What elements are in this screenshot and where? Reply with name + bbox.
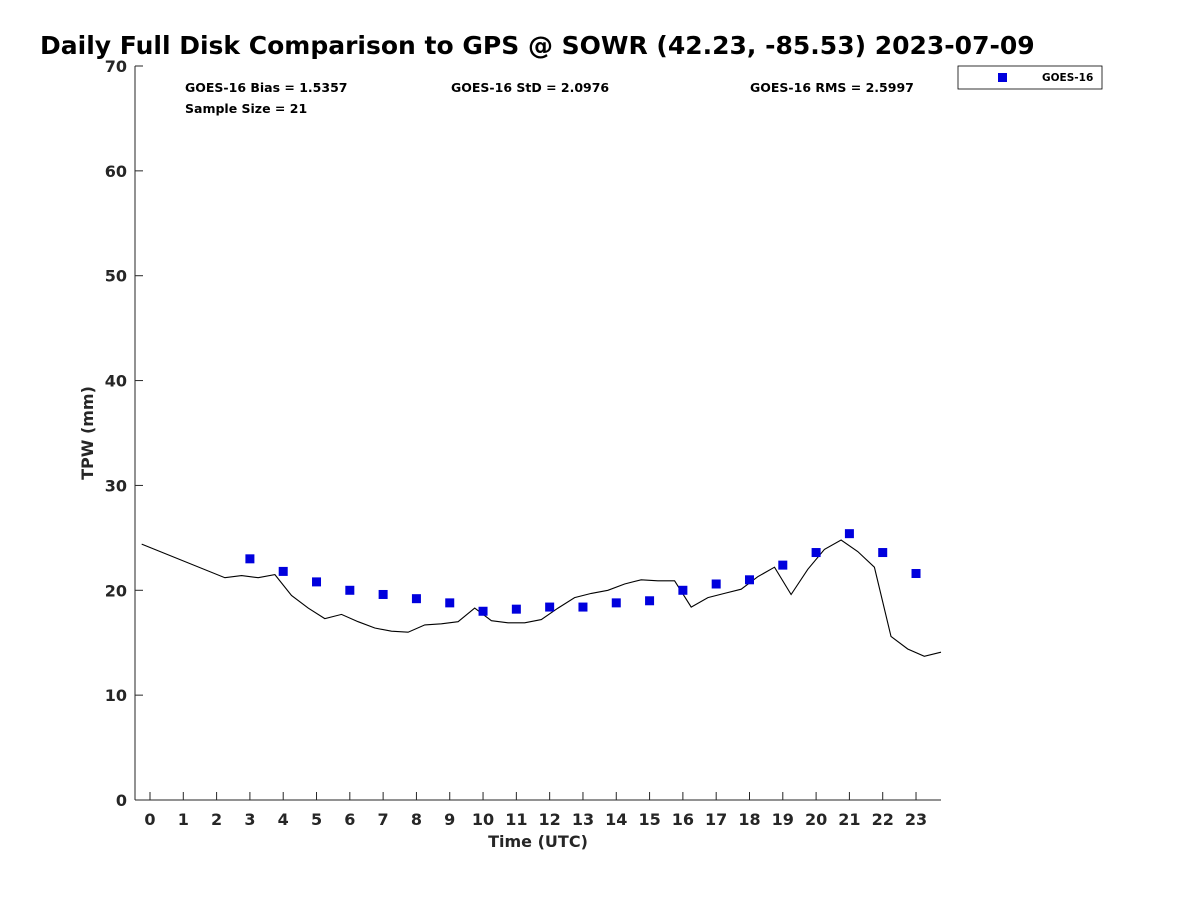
x-tick-label: 23 <box>905 810 927 829</box>
x-tick-label: 21 <box>838 810 860 829</box>
goes16-point <box>312 577 322 587</box>
goes16-point <box>711 579 721 589</box>
goes16-point <box>345 585 355 595</box>
goes16-point <box>744 575 754 585</box>
x-tick-label: 9 <box>444 810 455 829</box>
goes16-point <box>611 598 621 608</box>
legend-box <box>957 65 1103 90</box>
gps-tpw-line <box>141 539 942 657</box>
x-axis-ticks: 0 1 2 3 4 5 6 7 8 9 10 11 12 13 14 15 16 17 18 19 20 21 22 23 <box>144 792 927 829</box>
x-tick-label: 17 <box>705 810 727 829</box>
y-tick-label: 50 <box>105 267 127 286</box>
bias-annotation: GOES-16 Bias = 1.5357 <box>185 80 347 95</box>
goes16-point <box>511 604 521 614</box>
chart-title: Daily Full Disk Comparison to GPS @ SOWR… <box>40 31 1035 60</box>
y-tick-label: 30 <box>105 476 127 495</box>
x-tick-label: 2 <box>211 810 222 829</box>
x-tick-label: 1 <box>178 810 189 829</box>
goes16-point <box>378 589 388 599</box>
x-tick-label: 14 <box>605 810 627 829</box>
x-tick-label: 16 <box>672 810 694 829</box>
y-axis-ticks: 0 10 20 30 40 50 60 70 <box>105 57 143 810</box>
std-annotation: GOES-16 StD = 2.0976 <box>451 80 609 95</box>
goes16-point <box>445 598 455 608</box>
x-tick-label: 3 <box>244 810 255 829</box>
goes16-point <box>778 560 788 570</box>
series-layer <box>141 529 942 657</box>
rms-annotation: GOES-16 RMS = 2.5997 <box>750 80 914 95</box>
stats-annotations: GOES-16 Bias = 1.5357 GOES-16 StD = 2.09… <box>185 80 914 116</box>
x-tick-label: 13 <box>572 810 594 829</box>
goes16-point <box>878 548 888 558</box>
x-axis-label: Time (UTC) <box>488 832 588 851</box>
goes16-point <box>844 529 854 539</box>
y-axis-label: TPW (mm) <box>78 386 97 480</box>
y-tick-label: 20 <box>105 581 127 600</box>
x-tick-label: 6 <box>344 810 355 829</box>
goes16-point <box>678 585 688 595</box>
goes16-point <box>545 602 555 612</box>
x-tick-label: 15 <box>638 810 660 829</box>
x-tick-label: 4 <box>278 810 289 829</box>
x-tick-label: 20 <box>805 810 827 829</box>
x-tick-label: 10 <box>472 810 494 829</box>
x-tick-label: 7 <box>378 810 389 829</box>
legend: GOES-16 <box>957 65 1103 90</box>
plot-area <box>134 66 941 801</box>
x-tick-label: 8 <box>411 810 422 829</box>
x-tick-label: 5 <box>311 810 322 829</box>
goes16-point <box>911 569 921 579</box>
goes16-point <box>245 554 255 564</box>
x-tick-label: 22 <box>872 810 894 829</box>
y-tick-label: 10 <box>105 686 127 705</box>
sample-size-annotation: Sample Size = 21 <box>185 101 307 116</box>
goes16-point <box>278 566 288 576</box>
goes16-point <box>645 596 655 606</box>
goes16-point <box>478 606 488 616</box>
x-tick-label: 0 <box>144 810 155 829</box>
goes16-point <box>578 602 588 612</box>
x-tick-label: 18 <box>738 810 760 829</box>
x-tick-label: 11 <box>505 810 527 829</box>
y-tick-label: 70 <box>105 57 127 76</box>
legend-label-goes16: GOES-16 <box>1042 72 1093 84</box>
x-tick-label: 12 <box>539 810 561 829</box>
y-tick-label: 60 <box>105 162 127 181</box>
goes16-point <box>811 548 821 558</box>
y-tick-label: 40 <box>105 372 127 391</box>
x-tick-label: 19 <box>772 810 794 829</box>
goes16-point <box>411 594 421 604</box>
y-tick-label: 0 <box>116 791 127 810</box>
legend-marker-goes16 <box>998 73 1007 82</box>
